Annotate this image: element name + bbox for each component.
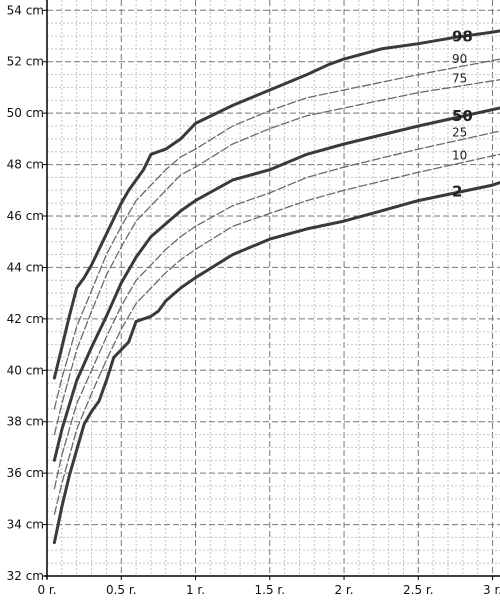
percentile-label-90: 90 <box>452 52 467 66</box>
percentile-line-75 <box>53 79 500 436</box>
percentile-label-98: 98 <box>452 27 473 45</box>
x-tick-label: 2.5 r. <box>403 583 434 597</box>
grid <box>47 0 500 576</box>
axes: 32 cm 34 cm 36 cm 38 cm 40 cm 42 cm 44 cm 46 cm… <box>7 0 500 597</box>
percentile-line-50 <box>52 106 500 462</box>
x-tick-label: 1 r. <box>186 583 205 597</box>
percentile-label-10: 10 <box>452 148 467 162</box>
percentile-line-90 <box>53 58 500 410</box>
y-tick-label: 38 cm <box>7 415 44 429</box>
y-tick-label: 42 cm <box>7 312 44 326</box>
x-tick-label: 1.5 r. <box>255 583 286 597</box>
percentile-line-2 <box>52 181 500 545</box>
y-tick-label: 50 cm <box>7 106 44 120</box>
y-tick-label: 44 cm <box>7 260 44 274</box>
y-tick-label: 36 cm <box>7 466 44 480</box>
x-tick-label: 0.5 r. <box>106 583 137 597</box>
y-tick-label: 34 cm <box>7 518 44 532</box>
y-tick-label: 54 cm <box>7 3 44 17</box>
y-tick-label: 32 cm <box>7 569 44 583</box>
y-tick-label: 40 cm <box>7 363 44 377</box>
x-tick-label: 3 r. <box>483 583 500 597</box>
percentile-line-98 <box>52 29 500 380</box>
x-tick-label: 2 r. <box>334 583 353 597</box>
percentile-line-25 <box>53 130 500 490</box>
percentile-label-25: 25 <box>452 125 467 139</box>
percentile-label-2: 2 <box>452 182 462 200</box>
series-lines <box>52 29 500 545</box>
y-tick-label: 52 cm <box>7 55 44 69</box>
y-tick-label: 48 cm <box>7 158 44 172</box>
percentile-line-10 <box>53 153 500 515</box>
y-tick-label: 46 cm <box>7 209 44 223</box>
percentile-label-50: 50 <box>452 107 473 125</box>
x-tick-label: 0 r. <box>37 583 56 597</box>
percentile-label-75: 75 <box>452 72 467 86</box>
